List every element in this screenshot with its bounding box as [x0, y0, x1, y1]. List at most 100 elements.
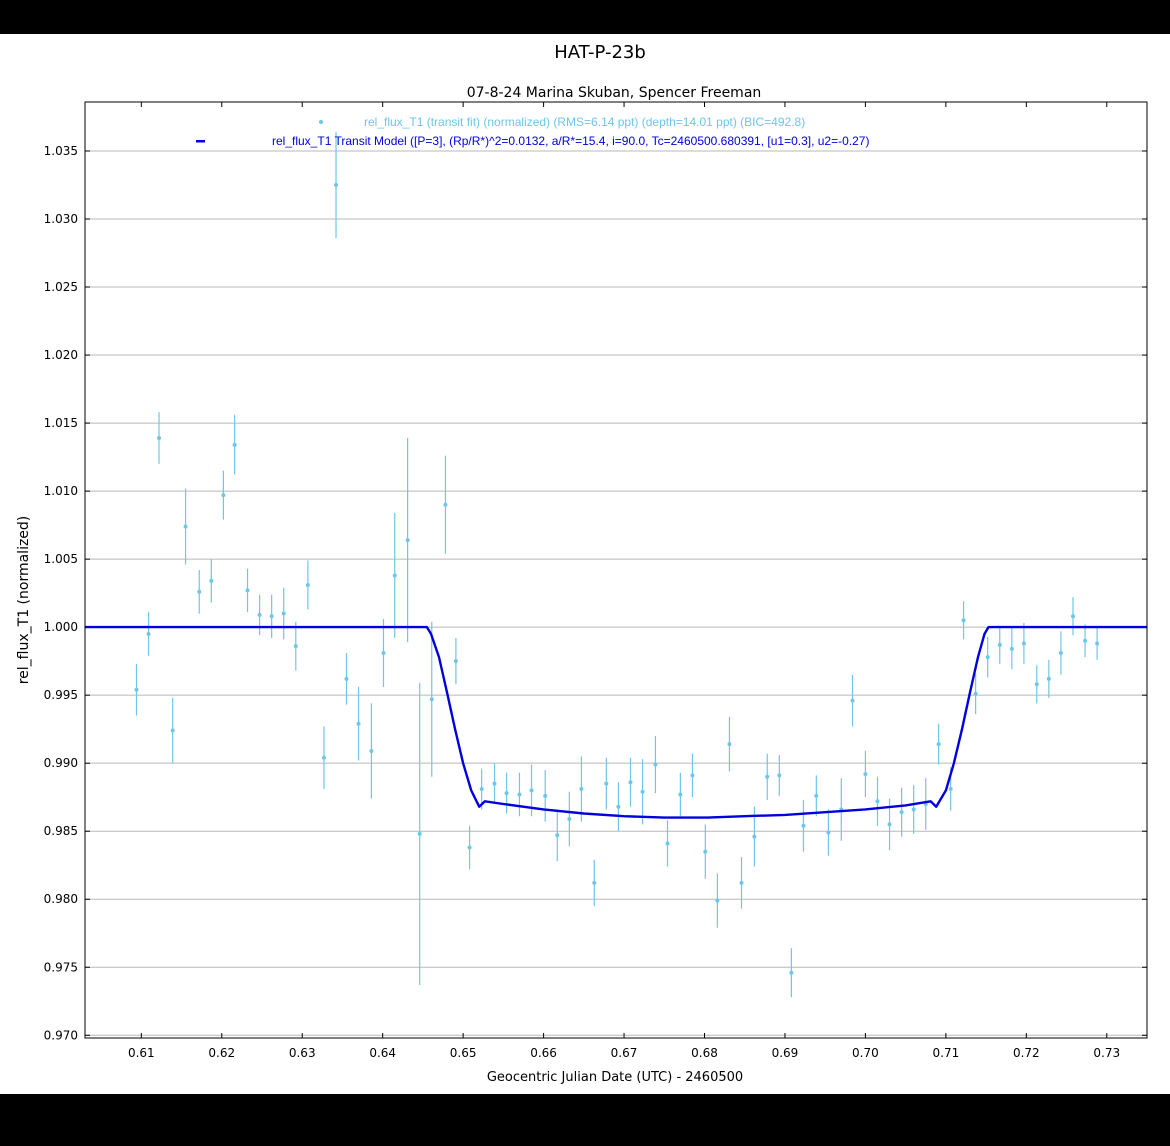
data-point: [555, 833, 560, 838]
y-tick-label: 0.995: [44, 688, 78, 702]
data-point: [592, 880, 597, 885]
data-point: [1021, 641, 1026, 646]
data-point: [715, 898, 720, 903]
data-point: [863, 772, 868, 777]
data-point: [1046, 676, 1051, 681]
data-point: [170, 728, 175, 733]
data-point: [281, 611, 286, 616]
data-point: [221, 493, 226, 498]
data-point: [479, 787, 484, 792]
data-point: [305, 582, 310, 587]
data-point: [517, 792, 522, 797]
y-tick-label: 1.035: [44, 144, 78, 158]
x-tick-label: 0.73: [1093, 1046, 1120, 1060]
y-tick-label: 0.975: [44, 960, 78, 974]
y-tick-label: 0.970: [44, 1028, 78, 1042]
data-point: [640, 789, 645, 794]
data-point: [1058, 650, 1063, 655]
data-point: [209, 578, 214, 583]
data-point: [777, 773, 782, 778]
data-point: [529, 788, 534, 793]
data-point: [948, 787, 953, 792]
data-point: [961, 618, 966, 623]
data-point: [899, 810, 904, 815]
data-point: [392, 573, 397, 578]
data-point: [146, 631, 151, 636]
data-point: [492, 781, 497, 786]
y-tick-label: 1.030: [44, 212, 78, 226]
data-point: [405, 538, 410, 543]
y-tick-label: 1.025: [44, 280, 78, 294]
x-tick-label: 0.62: [208, 1046, 235, 1060]
data-point: [875, 799, 880, 804]
data-point: [134, 687, 139, 692]
data-point: [752, 834, 757, 839]
data-point: [653, 762, 658, 767]
x-tick-label: 0.65: [450, 1046, 477, 1060]
data-point: [257, 612, 262, 617]
y-tick-label: 0.980: [44, 892, 78, 906]
data-point: [1009, 646, 1014, 651]
data-point: [997, 642, 1002, 647]
chart-subtitle: 07-8-24 Marina Skuban, Spencer Freeman: [467, 85, 762, 101]
data-point: [665, 841, 670, 846]
data-point: [197, 589, 202, 594]
data-point: [417, 831, 422, 836]
data-point: [543, 793, 548, 798]
data-point: [369, 748, 374, 753]
y-tick-label: 1.015: [44, 416, 78, 430]
data-point: [334, 182, 339, 187]
x-tick-label: 0.72: [1013, 1046, 1040, 1060]
data-point: [157, 436, 162, 441]
y-tick-label: 0.990: [44, 756, 78, 770]
x-tick-label: 0.67: [611, 1046, 638, 1060]
legend: rel_flux_T1 (transit fit) (normalized) (…: [196, 115, 869, 148]
data-point: [356, 721, 361, 726]
data-point: [765, 774, 770, 779]
data-point: [616, 804, 621, 809]
chart-figure: HAT-P-23b 07-8-24 Marina Skuban, Spencer…: [0, 34, 1170, 1094]
model-curve: [85, 625, 1147, 819]
data-point: [245, 588, 250, 593]
data-point: [887, 822, 892, 827]
x-tick-label: 0.70: [852, 1046, 879, 1060]
legend-model-marker: [196, 140, 205, 143]
data-point: [1083, 638, 1088, 643]
data-point: [232, 442, 237, 447]
y-tick-label: 1.005: [44, 552, 78, 566]
data-point: [727, 742, 732, 747]
data-point: [293, 644, 298, 649]
bottom-black-bar: [0, 1094, 1170, 1146]
y-axis-label: rel_flux_T1 (normalized): [16, 516, 32, 685]
legend-model-label: rel_flux_T1 Transit Model ([P=3], (Rp/R*…: [272, 134, 869, 148]
data-point: [690, 773, 695, 778]
data-point: [739, 880, 744, 885]
data-point: [703, 849, 708, 854]
legend-data-label: rel_flux_T1 (transit fit) (normalized) (…: [364, 115, 805, 129]
y-tick-label: 1.010: [44, 484, 78, 498]
data-point: [911, 807, 916, 812]
data-point: [504, 791, 509, 796]
legend-data-marker: [319, 120, 323, 124]
data-point: [467, 845, 472, 850]
data-point: [985, 655, 990, 660]
y-tick-label: 0.985: [44, 824, 78, 838]
data-point: [453, 659, 458, 664]
x-tick-label: 0.68: [691, 1046, 718, 1060]
data-points: [134, 131, 1100, 998]
data-point: [1095, 641, 1100, 646]
data-point: [429, 697, 434, 702]
data-point: [1034, 682, 1039, 687]
data-point: [183, 524, 188, 529]
x-tick-label: 0.61: [128, 1046, 155, 1060]
chart-title: HAT-P-23b: [554, 42, 646, 63]
data-point: [344, 676, 349, 681]
x-tick-label: 0.66: [530, 1046, 557, 1060]
plot-frame: [84, 101, 1148, 1039]
data-point: [443, 502, 448, 507]
data-point: [567, 816, 572, 821]
data-point: [850, 698, 855, 703]
data-point: [579, 787, 584, 792]
x-tick-label: 0.63: [289, 1046, 316, 1060]
data-point: [801, 823, 806, 828]
